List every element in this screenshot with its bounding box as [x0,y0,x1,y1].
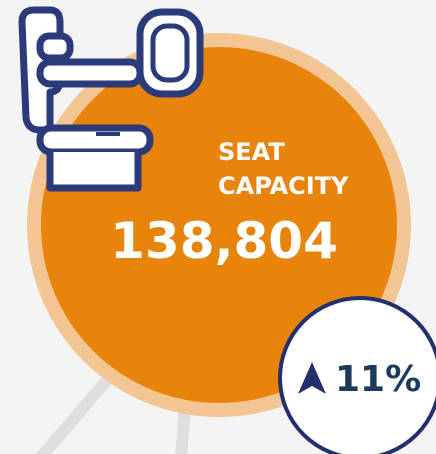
value: 138,804 [110,212,338,270]
up-arrow [298,362,326,394]
window-pane [150,23,190,83]
seat-icon [18,6,154,192]
label-line-1: SEAT [218,138,285,166]
label-line-2: CAPACITY [218,172,349,200]
change: 11% [335,359,421,400]
change-badge [278,296,436,454]
